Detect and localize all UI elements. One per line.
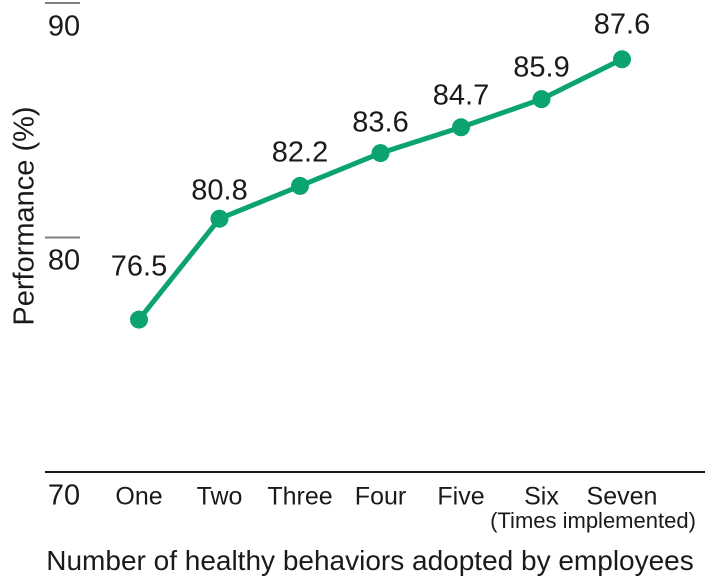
data-point-label: 83.6: [352, 106, 409, 139]
x-category-label: Four: [354, 482, 407, 511]
data-point-marker: [130, 310, 148, 329]
y-axis-title: Performance (%): [8, 106, 41, 326]
x-category-label: Six: [524, 482, 559, 511]
y-tick-label: 80: [47, 244, 81, 277]
data-point-label: 82.2: [271, 136, 329, 169]
data-point-label: 76.5: [110, 250, 168, 283]
data-point-marker: [613, 50, 631, 69]
x-category-label: Five: [437, 482, 485, 511]
x-category-label: One: [115, 482, 163, 511]
x-category-label: Three: [267, 482, 333, 511]
data-point-label: 80.8: [191, 174, 248, 207]
data-point-marker: [532, 90, 551, 109]
y-tick-label: 90: [47, 10, 81, 42]
y-tick-label: 70: [47, 479, 81, 511]
chart-title: Number of healthy behaviors adopted by e…: [46, 545, 694, 576]
data-point-label: 87.6: [593, 8, 651, 41]
data-point-marker: [291, 176, 309, 195]
x-axis-note: (Times implemented): [490, 508, 696, 533]
x-category-label: Seven: [586, 482, 658, 511]
x-category-label: Two: [196, 482, 243, 511]
data-point-marker: [371, 144, 390, 163]
data-point-marker: [452, 118, 470, 137]
data-point-label: 84.7: [432, 79, 490, 112]
data-point-label: 85.9: [513, 51, 570, 84]
data-point-marker: [210, 209, 229, 228]
